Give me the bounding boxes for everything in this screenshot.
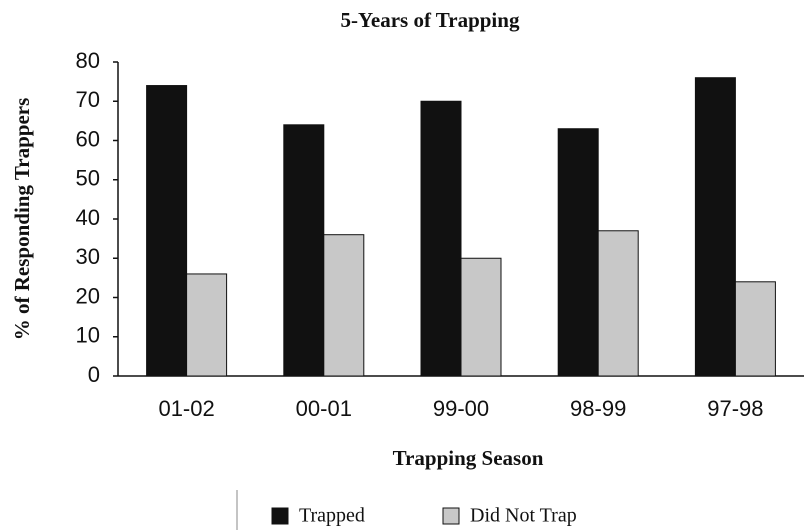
legend-label: Trapped: [299, 505, 365, 527]
bar: [557, 128, 599, 377]
chart-title: 5-Years of Trapping: [341, 8, 520, 32]
y-tick-label: 80: [76, 48, 100, 73]
x-tick-label: 99-00: [433, 396, 489, 421]
y-tick-label: 60: [76, 126, 100, 151]
bar: [734, 281, 776, 377]
bar: [283, 124, 325, 377]
bar: [460, 257, 502, 377]
legend-swatch: [271, 507, 289, 525]
bar: [420, 100, 462, 377]
y-tick-label: 40: [76, 205, 100, 230]
y-tick-label: 20: [76, 283, 100, 308]
bar: [186, 273, 228, 377]
bar: [694, 77, 736, 377]
y-tick-label: 50: [76, 166, 100, 191]
x-tick-label: 01-02: [158, 396, 214, 421]
bar: [597, 230, 639, 377]
x-tick-label: 97-98: [707, 396, 763, 421]
y-tick-label: 10: [76, 323, 100, 348]
x-tick-label: 00-01: [296, 396, 352, 421]
y-tick-label: 30: [76, 244, 100, 269]
y-tick-label: 70: [76, 87, 100, 112]
y-axis-label: % of Responding Trappers: [10, 98, 34, 341]
x-tick-label: 98-99: [570, 396, 626, 421]
bar: [146, 85, 188, 377]
x-axis-label: Trapping Season: [393, 446, 544, 470]
y-tick-label: 0: [88, 362, 100, 387]
legend-swatch: [442, 507, 460, 525]
legend-label: Did Not Trap: [470, 505, 577, 527]
bar: [323, 234, 365, 377]
